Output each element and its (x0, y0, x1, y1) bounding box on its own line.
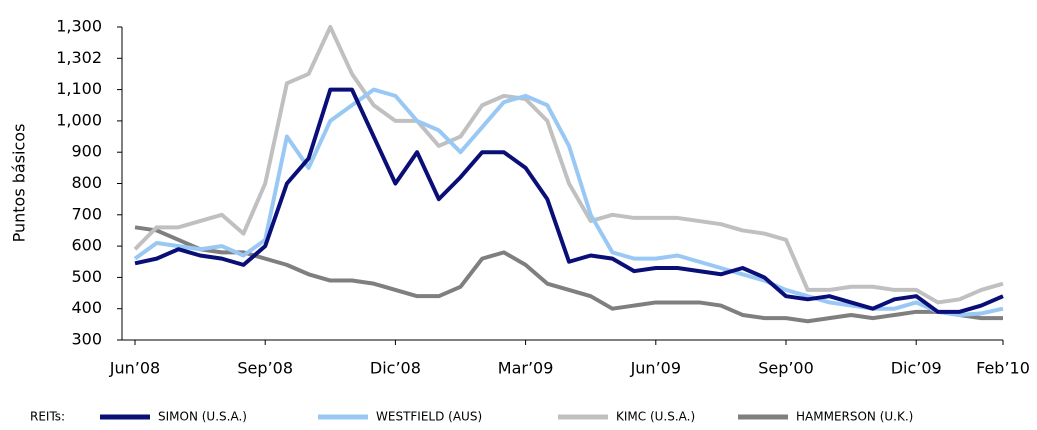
x-tick-label: Sep’00 (758, 359, 814, 378)
series-line (134, 87, 1004, 314)
x-tick-label: Jun’09 (630, 359, 681, 378)
y-axis-label: Puntos básicos (10, 124, 29, 243)
x-tick-label: Jun’08 (109, 359, 160, 378)
x-tick-label: Mar’09 (498, 359, 554, 378)
y-tick-label: 400 (71, 298, 102, 317)
y-tick-label: 600 (71, 236, 102, 255)
y-tick-label: 300 (71, 330, 102, 349)
legend-title: REITs: (30, 410, 65, 424)
y-tick-label: 500 (71, 267, 102, 286)
y-tick-label: 1,100 (56, 79, 102, 98)
legend-label: KIMC (U.S.A.) (616, 410, 695, 424)
y-tick-label: 1,302 (56, 48, 102, 67)
y-tick-label: 700 (71, 204, 102, 223)
x-tick-label: Feb’10 (976, 359, 1030, 378)
x-tick-label: Dic’09 (891, 359, 942, 378)
y-tick-label: 800 (71, 173, 102, 192)
series-line (133, 87, 1004, 317)
y-tick-label: 900 (71, 142, 102, 161)
legend-label: HAMMERSON (U.K.) (796, 410, 913, 424)
x-tick-label: Dic’08 (370, 359, 421, 378)
y-tick-label: 1,000 (56, 110, 102, 129)
legend-label: SIMON (U.S.A.) (158, 410, 247, 424)
series-line (133, 25, 1004, 305)
y-tick-label: 1,300 (56, 17, 102, 36)
legend-label: WESTFIELD (AUS) (376, 410, 482, 424)
x-tick-label: Sep’08 (237, 359, 293, 378)
series-line (134, 225, 1003, 324)
